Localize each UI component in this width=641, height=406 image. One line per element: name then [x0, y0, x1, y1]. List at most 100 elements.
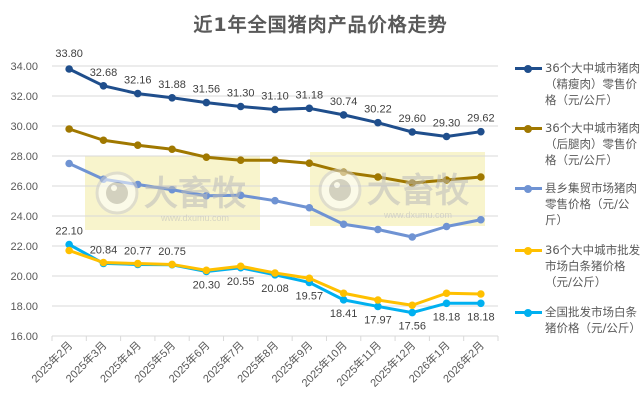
data-point-marker[interactable] — [477, 299, 485, 308]
data-point-marker[interactable] — [408, 308, 417, 317]
y-tick-label: 20.00 — [10, 271, 38, 283]
data-label: 31.88 — [158, 79, 186, 91]
data-point-marker[interactable] — [408, 301, 417, 310]
data-label: 20.55 — [227, 276, 255, 288]
data-point-marker[interactable] — [477, 215, 485, 224]
data-point-marker[interactable] — [99, 258, 108, 267]
watermark-url: www.dxumu.com — [383, 210, 452, 220]
legend-line-marker-icon — [515, 64, 542, 73]
data-point-marker[interactable] — [339, 296, 348, 304]
data-point-marker[interactable] — [339, 220, 348, 229]
data-point-marker[interactable] — [305, 274, 314, 283]
y-tick-label: 18.00 — [10, 301, 38, 313]
data-point-marker[interactable] — [168, 145, 176, 154]
data-point-marker[interactable] — [133, 259, 142, 268]
data-point-marker[interactable] — [374, 225, 382, 234]
data-point-marker[interactable] — [339, 289, 348, 298]
data-point-marker[interactable] — [442, 176, 451, 184]
data-label: 19.57 — [296, 290, 324, 302]
y-tick-label: 16.00 — [10, 331, 38, 343]
data-point-marker[interactable] — [477, 173, 485, 181]
data-point-marker[interactable] — [236, 191, 245, 200]
data-point-marker[interactable] — [442, 132, 451, 141]
data-point-marker[interactable] — [477, 290, 485, 298]
legend-line-marker-icon — [515, 184, 542, 193]
data-point-marker[interactable] — [374, 173, 382, 181]
data-point-marker[interactable] — [271, 196, 279, 205]
data-point-marker[interactable] — [65, 65, 73, 73]
legend-label: 36个大中城市猪肉（精瘦肉）零售价格（元/公斤） — [545, 61, 641, 107]
y-tick-label: 30.00 — [10, 121, 38, 133]
data-label: 29.62 — [467, 113, 495, 125]
legend-label: 县乡集贸市场猪肉零售价格（元/公斤） — [545, 181, 637, 227]
data-label: 17.56 — [398, 321, 426, 333]
data-label: 31.18 — [296, 89, 324, 101]
legend-item-national-wholesale[interactable]: 全国批发市场白条猪价格（元/公斤） — [515, 304, 641, 336]
y-tick-label: 24.00 — [10, 211, 38, 223]
data-point-marker[interactable] — [236, 156, 245, 164]
data-point-marker[interactable] — [236, 262, 245, 271]
data-point-marker[interactable] — [202, 266, 211, 275]
data-point-marker[interactable] — [133, 89, 142, 98]
legend-line-marker-icon — [515, 124, 542, 133]
data-point-marker[interactable] — [236, 102, 245, 111]
data-point-marker[interactable] — [202, 153, 211, 161]
data-label: 20.75 — [158, 246, 186, 258]
data-label: 20.84 — [90, 244, 118, 256]
data-point-marker[interactable] — [168, 260, 176, 269]
data-point-marker[interactable] — [442, 289, 451, 298]
legend-label: 36个大中城市猪肉（后腿肉）零售价格（元/公斤） — [545, 121, 641, 167]
data-point-marker[interactable] — [271, 105, 279, 114]
data-point-marker[interactable] — [408, 179, 417, 187]
data-point-marker[interactable] — [133, 141, 142, 149]
data-point-marker[interactable] — [202, 191, 211, 200]
data-point-marker[interactable] — [168, 185, 176, 194]
data-point-marker[interactable] — [271, 156, 279, 164]
data-point-marker[interactable] — [65, 246, 73, 255]
data-label: 32.16 — [124, 75, 152, 87]
data-label: 22.10 — [55, 226, 83, 238]
data-point-marker[interactable] — [65, 125, 73, 133]
legend-line-marker-icon — [515, 308, 542, 317]
legend-label: 全国批发市场白条猪价格（元/公斤） — [545, 305, 641, 335]
data-point-marker[interactable] — [374, 302, 382, 311]
data-label: 17.97 — [364, 314, 392, 326]
data-point-marker[interactable] — [408, 233, 417, 241]
data-label: 18.41 — [330, 308, 358, 320]
data-point-marker[interactable] — [305, 159, 314, 167]
data-point-marker[interactable] — [374, 118, 382, 127]
data-label: 31.10 — [261, 91, 289, 103]
legend-item-hind-leg[interactable]: 36个大中城市猪肉（后腿肉）零售价格（元/公斤） — [515, 120, 641, 168]
data-point-marker[interactable] — [65, 240, 73, 249]
y-tick-label: 34.00 — [10, 61, 38, 73]
data-point-marker[interactable] — [442, 222, 451, 231]
legend-item-lean-pork[interactable]: 36个大中城市猪肉（精瘦肉）零售价格（元/公斤） — [515, 60, 641, 108]
legend-item-county-market[interactable]: 县乡集贸市场猪肉零售价格（元/公斤） — [515, 180, 641, 228]
data-label: 31.56 — [193, 84, 221, 96]
y-tick-label: 32.00 — [10, 91, 38, 103]
watermark-url: www.dxumu.com — [160, 213, 229, 223]
data-point-marker[interactable] — [168, 94, 176, 102]
data-point-marker[interactable] — [477, 127, 485, 136]
data-point-marker[interactable] — [305, 104, 314, 113]
data-point-marker[interactable] — [271, 269, 279, 277]
y-tick-label: 22.00 — [10, 241, 38, 253]
data-point-marker[interactable] — [339, 111, 348, 119]
legend-label: 36个大中城市批发市场白条猪价格（元/公斤） — [545, 243, 641, 289]
data-point-marker[interactable] — [374, 296, 382, 304]
data-point-marker[interactable] — [99, 82, 108, 90]
legend: 36个大中城市猪肉（精瘦肉）零售价格（元/公斤） 36个大中城市猪肉（后腿肉）零… — [515, 60, 641, 348]
data-label: 33.80 — [55, 48, 83, 60]
data-point-marker[interactable] — [65, 159, 73, 168]
data-point-marker[interactable] — [408, 128, 417, 136]
legend-item-36-city-wholesale[interactable]: 36个大中城市批发市场白条猪价格（元/公斤） — [515, 242, 641, 290]
y-tick-label: 28.00 — [10, 151, 38, 163]
data-point-marker[interactable] — [442, 299, 451, 308]
data-point-marker[interactable] — [305, 203, 314, 212]
data-point-marker[interactable] — [202, 98, 211, 107]
data-point-marker[interactable] — [99, 136, 108, 145]
data-label: 18.18 — [467, 311, 495, 323]
